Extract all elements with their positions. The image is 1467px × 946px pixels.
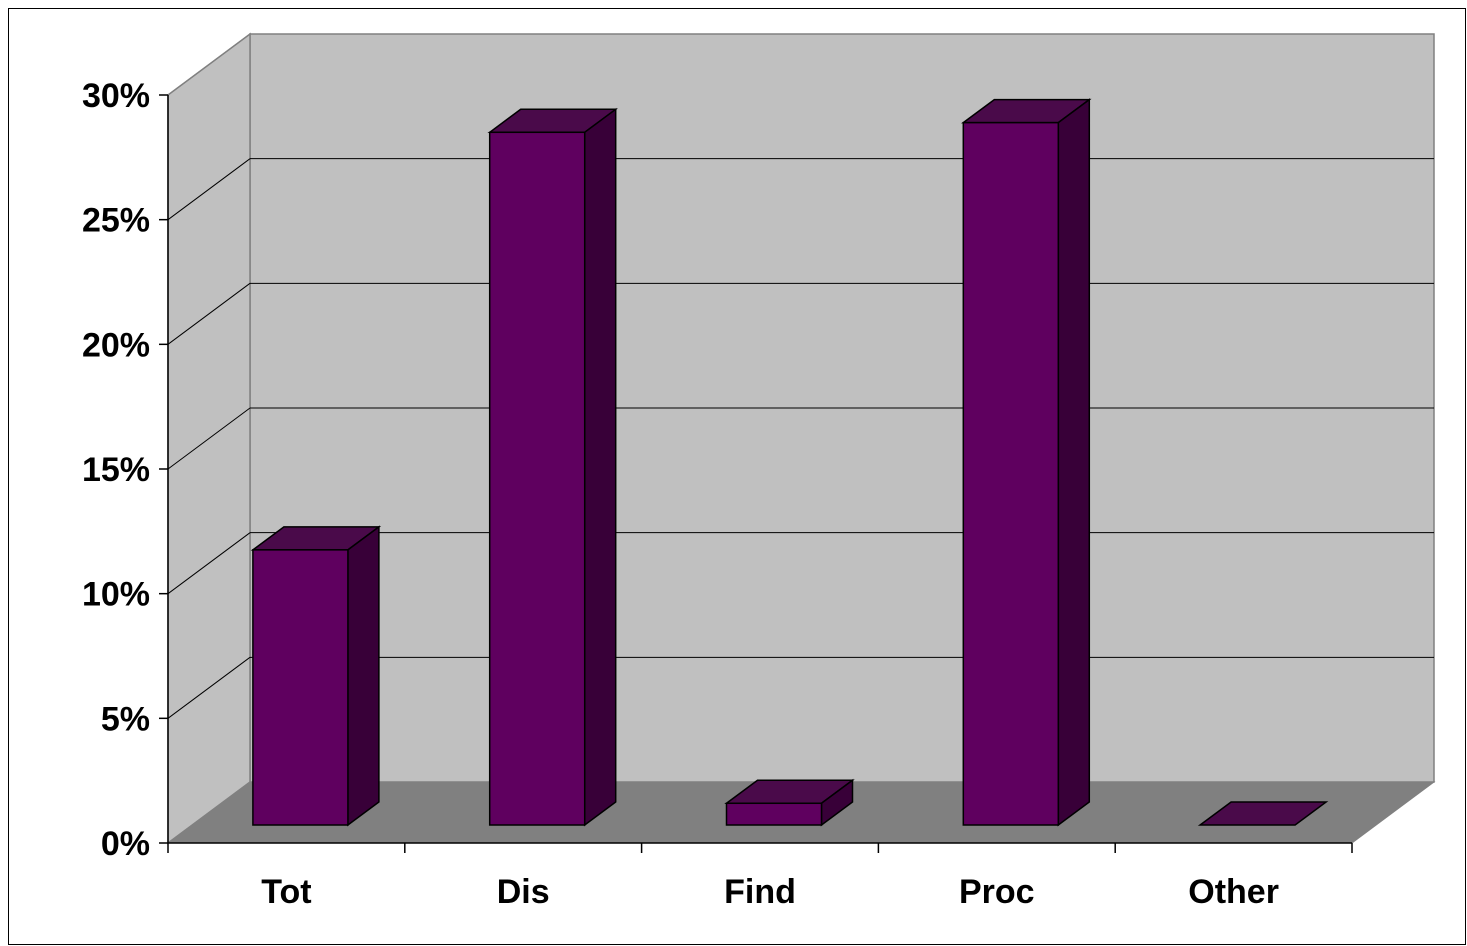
x-tick-label: Proc	[959, 873, 1035, 911]
y-tick-label: 20%	[82, 326, 150, 364]
y-tick-label: 15%	[82, 451, 150, 489]
bar-front	[252, 549, 349, 826]
y-axis-tick-labels: 0% 5% 10% 15% 20% 25% 30%	[82, 77, 150, 863]
y-tick-label: 5%	[101, 700, 150, 738]
x-tick-label: Dis	[497, 873, 550, 911]
bar-top	[1197, 801, 1329, 826]
gridline-side-5	[167, 158, 251, 221]
bar-front	[962, 121, 1060, 826]
y-tick-label: 30%	[82, 77, 150, 115]
bar-side	[347, 525, 380, 827]
bar-other	[1197, 801, 1329, 826]
y-tick-label: 0%	[101, 825, 150, 863]
gridline-side-2	[167, 532, 251, 595]
bar-dis	[487, 107, 618, 827]
bar-proc	[961, 98, 1092, 827]
gridline-side-6	[167, 33, 251, 96]
gridline-side-1	[167, 656, 251, 719]
bar-front	[725, 802, 823, 826]
x-tick-label: Other	[1188, 873, 1279, 911]
y-tick-label: 25%	[82, 202, 150, 240]
chart-bars	[250, 98, 1329, 827]
bar-side	[1057, 98, 1091, 827]
gridline-side-4	[167, 282, 251, 345]
chart-gridlines	[167, 33, 1434, 719]
y-tick-label: 10%	[82, 576, 150, 614]
x-axis-tick-labels: Tot Dis Find Proc Other	[261, 873, 1279, 911]
bar-tot	[250, 525, 382, 827]
x-tick-label: Tot	[261, 873, 311, 911]
bar-front	[488, 131, 586, 826]
bar-side	[583, 107, 617, 827]
bar-find	[724, 778, 855, 827]
gridline-side-3	[167, 407, 251, 470]
x-tick-label: Find	[724, 873, 796, 911]
chart-axes	[159, 94, 1353, 853]
